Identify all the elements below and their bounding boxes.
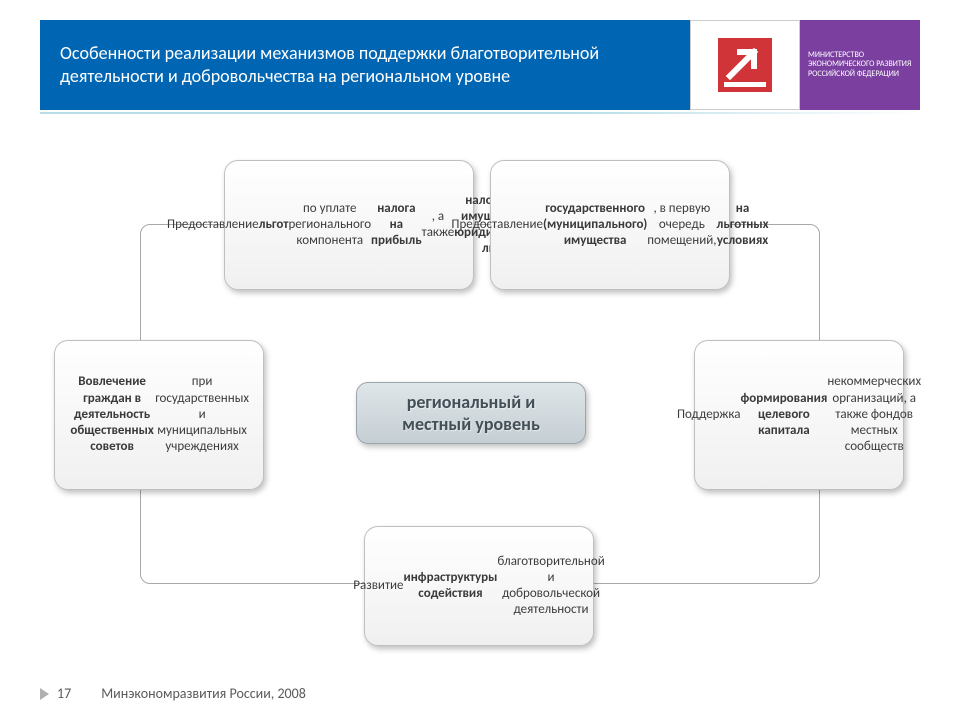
diagram-node-left: Вовлечение граждан в деятельность общест…	[54, 340, 264, 490]
ministry-logo: МИНИСТЕРСТВО ЭКОНОМИЧЕСКОГО РАЗВИТИЯ РОС…	[800, 20, 920, 110]
slide-footer: 17 Минэкономразвития России, 2008	[40, 685, 920, 702]
nav-arrow-icon	[40, 688, 49, 700]
footer-text: Минэкономразвития России, 2008	[101, 685, 306, 702]
diagram-node-top-right: Предоставление государственного (муницип…	[490, 160, 730, 290]
diagram-node-bottom: Развитие инфраструктуры содействия благо…	[364, 526, 594, 646]
diagram-node-top-left: Предоставление льгот по уплате региональ…	[224, 160, 474, 290]
page-number: 17	[57, 685, 71, 702]
slide-title: Особенности реализации механизмов поддер…	[40, 42, 660, 89]
header-logos: МИНИСТЕРСТВО ЭКОНОМИЧЕСКОГО РАЗВИТИЯ РОС…	[690, 20, 920, 110]
arrow-logo-icon	[690, 20, 800, 110]
header-underline	[40, 112, 920, 114]
diagram-node-right: Поддержка формирования целевого капитала…	[694, 340, 904, 490]
slide-header: Особенности реализации механизмов поддер…	[40, 20, 920, 110]
diagram-canvas: Предоставление льгот по уплате региональ…	[0, 130, 960, 670]
center-node: региональный иместный уровень	[356, 382, 586, 444]
